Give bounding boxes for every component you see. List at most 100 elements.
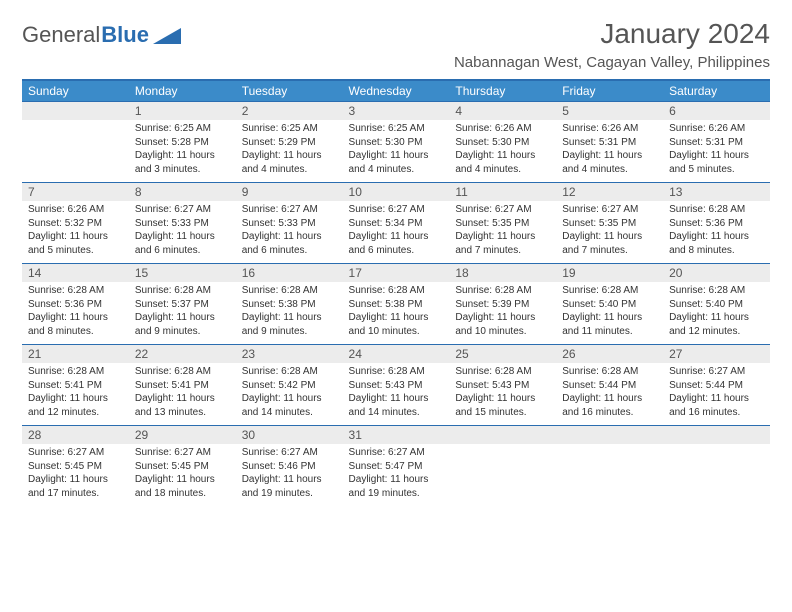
day-number-cell: 8 xyxy=(129,183,236,202)
day-content-cell: Sunrise: 6:28 AMSunset: 5:37 PMDaylight:… xyxy=(129,282,236,345)
day-text: Sunrise: 6:28 AMSunset: 5:43 PMDaylight:… xyxy=(343,363,450,425)
day-number-cell: 3 xyxy=(343,102,450,121)
day-number: 2 xyxy=(236,102,343,120)
day-number-cell xyxy=(449,426,556,445)
day-content-row: Sunrise: 6:26 AMSunset: 5:32 PMDaylight:… xyxy=(22,201,770,264)
day-content-row: Sunrise: 6:28 AMSunset: 5:36 PMDaylight:… xyxy=(22,282,770,345)
day-number: 4 xyxy=(449,102,556,120)
day-number-cell: 15 xyxy=(129,264,236,283)
weekday-header: Sunday xyxy=(22,80,129,102)
day-number: 27 xyxy=(663,345,770,363)
day-number-cell: 14 xyxy=(22,264,129,283)
day-text: Sunrise: 6:28 AMSunset: 5:41 PMDaylight:… xyxy=(129,363,236,425)
day-content-cell xyxy=(22,120,129,183)
day-number: 28 xyxy=(22,426,129,444)
day-content-cell: Sunrise: 6:28 AMSunset: 5:36 PMDaylight:… xyxy=(663,201,770,264)
day-content-cell: Sunrise: 6:27 AMSunset: 5:33 PMDaylight:… xyxy=(236,201,343,264)
day-number-row: 14151617181920 xyxy=(22,264,770,283)
weekday-header: Wednesday xyxy=(343,80,450,102)
weekday-header: Thursday xyxy=(449,80,556,102)
day-text: Sunrise: 6:28 AMSunset: 5:44 PMDaylight:… xyxy=(556,363,663,425)
day-number-cell: 23 xyxy=(236,345,343,364)
day-content-cell: Sunrise: 6:26 AMSunset: 5:30 PMDaylight:… xyxy=(449,120,556,183)
day-text: Sunrise: 6:28 AMSunset: 5:38 PMDaylight:… xyxy=(236,282,343,344)
day-number-row: 21222324252627 xyxy=(22,345,770,364)
day-number-cell: 30 xyxy=(236,426,343,445)
day-content-cell: Sunrise: 6:28 AMSunset: 5:43 PMDaylight:… xyxy=(343,363,450,426)
day-number: 25 xyxy=(449,345,556,363)
day-text: Sunrise: 6:28 AMSunset: 5:40 PMDaylight:… xyxy=(663,282,770,344)
day-number-cell: 5 xyxy=(556,102,663,121)
day-content-cell: Sunrise: 6:28 AMSunset: 5:38 PMDaylight:… xyxy=(343,282,450,345)
day-text: Sunrise: 6:28 AMSunset: 5:41 PMDaylight:… xyxy=(22,363,129,425)
day-text: Sunrise: 6:28 AMSunset: 5:36 PMDaylight:… xyxy=(22,282,129,344)
day-number: 20 xyxy=(663,264,770,282)
day-text: Sunrise: 6:28 AMSunset: 5:37 PMDaylight:… xyxy=(129,282,236,344)
day-number-cell: 9 xyxy=(236,183,343,202)
day-number-cell: 10 xyxy=(343,183,450,202)
day-content-row: Sunrise: 6:28 AMSunset: 5:41 PMDaylight:… xyxy=(22,363,770,426)
day-content-cell: Sunrise: 6:28 AMSunset: 5:43 PMDaylight:… xyxy=(449,363,556,426)
day-content-cell: Sunrise: 6:28 AMSunset: 5:38 PMDaylight:… xyxy=(236,282,343,345)
day-number-cell: 20 xyxy=(663,264,770,283)
day-number-cell: 6 xyxy=(663,102,770,121)
day-number-cell: 12 xyxy=(556,183,663,202)
day-number-cell: 18 xyxy=(449,264,556,283)
weekday-header: Tuesday xyxy=(236,80,343,102)
day-number: 8 xyxy=(129,183,236,201)
day-content-row: Sunrise: 6:27 AMSunset: 5:45 PMDaylight:… xyxy=(22,444,770,506)
day-number: 18 xyxy=(449,264,556,282)
day-number: 14 xyxy=(22,264,129,282)
day-content-cell: Sunrise: 6:28 AMSunset: 5:44 PMDaylight:… xyxy=(556,363,663,426)
day-text: Sunrise: 6:27 AMSunset: 5:33 PMDaylight:… xyxy=(129,201,236,263)
day-content-cell: Sunrise: 6:28 AMSunset: 5:39 PMDaylight:… xyxy=(449,282,556,345)
day-number: 15 xyxy=(129,264,236,282)
day-content-cell: Sunrise: 6:25 AMSunset: 5:30 PMDaylight:… xyxy=(343,120,450,183)
day-content-row: Sunrise: 6:25 AMSunset: 5:28 PMDaylight:… xyxy=(22,120,770,183)
day-text: Sunrise: 6:28 AMSunset: 5:36 PMDaylight:… xyxy=(663,201,770,263)
day-number: 19 xyxy=(556,264,663,282)
day-content-cell: Sunrise: 6:28 AMSunset: 5:40 PMDaylight:… xyxy=(663,282,770,345)
day-number: 12 xyxy=(556,183,663,201)
day-text: Sunrise: 6:27 AMSunset: 5:45 PMDaylight:… xyxy=(129,444,236,506)
day-text: Sunrise: 6:25 AMSunset: 5:29 PMDaylight:… xyxy=(236,120,343,182)
day-content-cell: Sunrise: 6:27 AMSunset: 5:45 PMDaylight:… xyxy=(22,444,129,506)
day-number-cell: 22 xyxy=(129,345,236,364)
day-number-row: 123456 xyxy=(22,102,770,121)
day-number: 5 xyxy=(556,102,663,120)
day-text: Sunrise: 6:27 AMSunset: 5:46 PMDaylight:… xyxy=(236,444,343,506)
day-text: Sunrise: 6:26 AMSunset: 5:30 PMDaylight:… xyxy=(449,120,556,182)
day-number: 10 xyxy=(343,183,450,201)
day-number-cell: 7 xyxy=(22,183,129,202)
day-text: Sunrise: 6:27 AMSunset: 5:34 PMDaylight:… xyxy=(343,201,450,263)
brand-part2: Blue xyxy=(101,22,149,48)
day-content-cell: Sunrise: 6:27 AMSunset: 5:33 PMDaylight:… xyxy=(129,201,236,264)
day-content-cell: Sunrise: 6:27 AMSunset: 5:47 PMDaylight:… xyxy=(343,444,450,506)
day-number-cell: 25 xyxy=(449,345,556,364)
day-number: 31 xyxy=(343,426,450,444)
day-number-row: 78910111213 xyxy=(22,183,770,202)
day-content-cell xyxy=(556,444,663,506)
day-number-cell: 13 xyxy=(663,183,770,202)
day-number: 7 xyxy=(22,183,129,201)
day-number-row: 28293031 xyxy=(22,426,770,445)
day-number-cell: 21 xyxy=(22,345,129,364)
day-number: 30 xyxy=(236,426,343,444)
day-content-cell: Sunrise: 6:26 AMSunset: 5:31 PMDaylight:… xyxy=(556,120,663,183)
day-number: 26 xyxy=(556,345,663,363)
day-content-cell: Sunrise: 6:28 AMSunset: 5:36 PMDaylight:… xyxy=(22,282,129,345)
day-number: 1 xyxy=(129,102,236,120)
weekday-header-row: SundayMondayTuesdayWednesdayThursdayFrid… xyxy=(22,80,770,102)
day-number: 21 xyxy=(22,345,129,363)
month-title: January 2024 xyxy=(454,18,770,50)
day-text: Sunrise: 6:27 AMSunset: 5:35 PMDaylight:… xyxy=(556,201,663,263)
day-text: Sunrise: 6:27 AMSunset: 5:35 PMDaylight:… xyxy=(449,201,556,263)
day-text: Sunrise: 6:26 AMSunset: 5:31 PMDaylight:… xyxy=(556,120,663,182)
day-content-cell xyxy=(449,444,556,506)
day-content-cell: Sunrise: 6:27 AMSunset: 5:35 PMDaylight:… xyxy=(449,201,556,264)
day-text: Sunrise: 6:27 AMSunset: 5:47 PMDaylight:… xyxy=(343,444,450,506)
location-text: Nabannagan West, Cagayan Valley, Philipp… xyxy=(454,54,770,71)
day-number: 11 xyxy=(449,183,556,201)
day-content-cell: Sunrise: 6:26 AMSunset: 5:31 PMDaylight:… xyxy=(663,120,770,183)
day-number-cell: 19 xyxy=(556,264,663,283)
